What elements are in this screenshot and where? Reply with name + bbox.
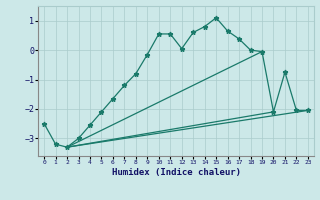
X-axis label: Humidex (Indice chaleur): Humidex (Indice chaleur) xyxy=(111,168,241,177)
